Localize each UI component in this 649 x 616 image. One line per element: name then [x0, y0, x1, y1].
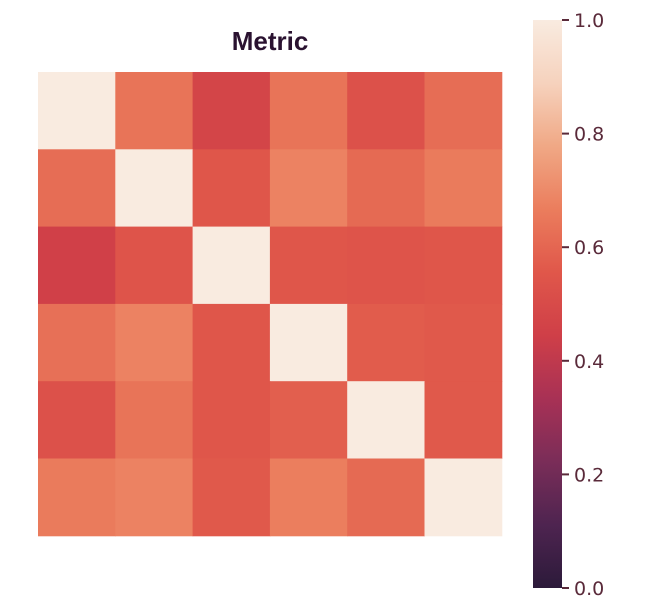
heatmap-cell: [192, 72, 271, 150]
heatmap-cell: [347, 303, 425, 382]
heatmap-cell: [192, 226, 271, 305]
colorbar-tick-label: 0.0: [574, 578, 604, 600]
heatmap-cell: [424, 149, 503, 228]
heatmap-cell: [424, 458, 503, 537]
heatmap-cell: [269, 226, 348, 305]
colorbar-tick-label: 0.2: [574, 464, 604, 486]
heatmap-cell: [424, 226, 503, 305]
heatmap-cell: [115, 226, 194, 305]
heatmap-cell: [347, 226, 425, 305]
heatmap-cell: [424, 381, 503, 459]
heatmap-cell: [347, 381, 425, 459]
colorbar-tick-label: 0.6: [574, 237, 604, 259]
heatmap-cell: [347, 72, 425, 150]
colorbar-tick-label: 0.8: [574, 124, 604, 146]
heatmap-cell: [192, 303, 271, 382]
colorbar-tick-label: 1.0: [574, 10, 604, 32]
heatmap-cell: [269, 458, 348, 537]
heatmap-cell: [38, 458, 116, 537]
heatmap-cell: [269, 149, 348, 228]
heatmap-cell: [192, 458, 271, 537]
colorbar-tick-label: 0.4: [574, 351, 604, 373]
heatmap-cell: [269, 303, 348, 382]
chart-title: Metric: [231, 26, 309, 56]
heatmap-cell: [347, 149, 425, 228]
heatmap-cell: [115, 458, 194, 537]
heatmap-cell: [192, 149, 271, 228]
heatmap-cell: [424, 72, 503, 150]
heatmap-cell: [269, 381, 348, 459]
heatmap-cell: [347, 458, 425, 537]
heatmap-cell: [115, 149, 194, 228]
colorbar-ticks: 0.0 0.2 0.4 0.6 0.8 1.0: [562, 10, 604, 600]
heatmap-cell: [38, 381, 116, 459]
heatmap-cell: [38, 226, 116, 305]
heatmap-cell: [115, 72, 194, 150]
heatmap-cell: [38, 303, 116, 382]
heatmap-cell: [269, 72, 348, 150]
heatmap-cells: [38, 72, 503, 537]
colorbar: [533, 20, 562, 588]
heatmap-cell: [424, 303, 503, 382]
heatmap-cell: [38, 149, 116, 228]
heatmap-cell: [115, 303, 194, 382]
heatmap-cell: [115, 381, 194, 459]
heatmap-cell: [38, 72, 116, 150]
heatmap-cell: [192, 381, 271, 459]
